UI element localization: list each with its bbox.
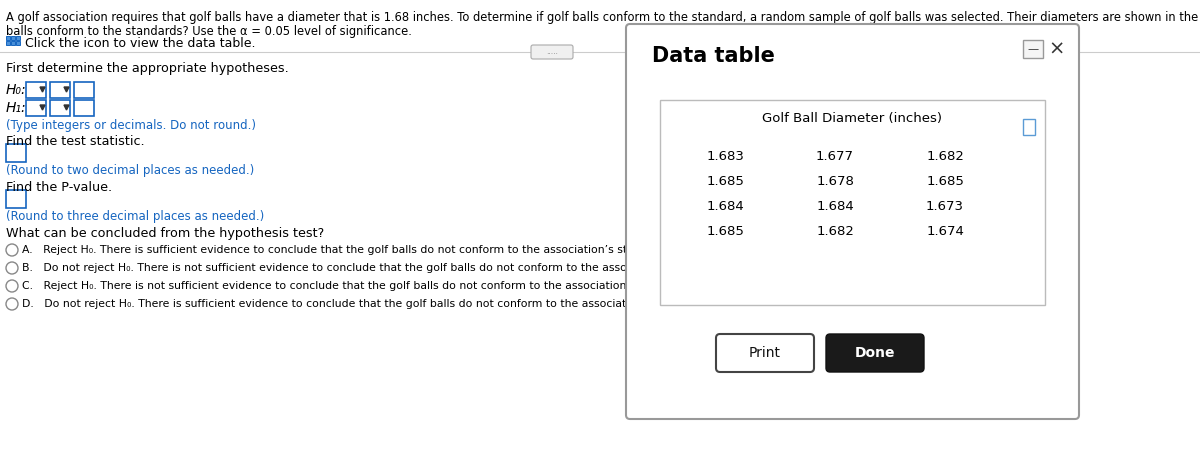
Text: Data table: Data table xyxy=(652,46,775,66)
FancyBboxPatch shape xyxy=(50,100,70,116)
FancyBboxPatch shape xyxy=(6,41,10,45)
Text: B.   Do not reject H₀. There is not sufficient evidence to conclude that the gol: B. Do not reject H₀. There is not suffic… xyxy=(22,263,931,273)
Text: 1.685: 1.685 xyxy=(706,175,744,188)
Text: 1.685: 1.685 xyxy=(926,175,964,188)
Text: Golf Ball Diameter (inches): Golf Ball Diameter (inches) xyxy=(762,112,942,125)
Text: 1.682: 1.682 xyxy=(816,225,854,238)
Text: First determine the appropriate hypotheses.: First determine the appropriate hypothes… xyxy=(6,62,289,75)
FancyBboxPatch shape xyxy=(6,144,26,162)
FancyBboxPatch shape xyxy=(74,100,94,116)
Text: 1.684: 1.684 xyxy=(816,200,854,213)
Text: (Type integers or decimals. Do not round.): (Type integers or decimals. Do not round… xyxy=(6,119,256,132)
FancyBboxPatch shape xyxy=(50,82,70,98)
Text: (Round to three decimal places as needed.): (Round to three decimal places as needed… xyxy=(6,210,264,223)
FancyBboxPatch shape xyxy=(826,334,924,372)
Text: Find the P-value.: Find the P-value. xyxy=(6,181,112,194)
FancyBboxPatch shape xyxy=(74,82,94,98)
Text: What can be concluded from the hypothesis test?: What can be concluded from the hypothesi… xyxy=(6,227,324,240)
Text: 1.673: 1.673 xyxy=(926,200,964,213)
FancyBboxPatch shape xyxy=(530,45,574,59)
FancyBboxPatch shape xyxy=(26,100,46,116)
Text: A.   Reject H₀. There is sufficient evidence to conclude that the golf balls do : A. Reject H₀. There is sufficient eviden… xyxy=(22,245,874,255)
FancyBboxPatch shape xyxy=(6,190,26,208)
FancyBboxPatch shape xyxy=(26,82,46,98)
Polygon shape xyxy=(40,105,46,110)
Polygon shape xyxy=(64,87,70,92)
Text: A golf association requires that golf balls have a diameter that is 1.68 inches.: A golf association requires that golf ba… xyxy=(6,11,1200,24)
Text: (Round to two decimal places as needed.): (Round to two decimal places as needed.) xyxy=(6,164,254,177)
FancyBboxPatch shape xyxy=(660,100,1045,305)
Text: Print: Print xyxy=(749,346,781,360)
Text: 1.683: 1.683 xyxy=(706,150,744,163)
Text: 1.677: 1.677 xyxy=(816,150,854,163)
Text: Find the test statistic.: Find the test statistic. xyxy=(6,135,145,148)
FancyBboxPatch shape xyxy=(16,36,20,40)
Text: C.   Reject H₀. There is not sufficient evidence to conclude that the golf balls: C. Reject H₀. There is not sufficient ev… xyxy=(22,281,895,291)
Text: D.   Do not reject H₀. There is sufficient evidence to conclude that the golf ba: D. Do not reject H₀. There is sufficient… xyxy=(22,299,911,309)
Text: 1.678: 1.678 xyxy=(816,175,854,188)
Text: H₁:: H₁: xyxy=(6,101,26,115)
FancyBboxPatch shape xyxy=(16,41,20,45)
FancyBboxPatch shape xyxy=(11,41,14,45)
Text: H₀:: H₀: xyxy=(6,83,26,97)
Text: balls conform to the standards? Use the α = 0.05 level of significance.: balls conform to the standards? Use the … xyxy=(6,25,412,38)
Text: —: — xyxy=(1027,44,1038,54)
FancyBboxPatch shape xyxy=(6,36,10,40)
Polygon shape xyxy=(40,87,46,92)
FancyBboxPatch shape xyxy=(716,334,814,372)
FancyBboxPatch shape xyxy=(1022,40,1043,58)
Text: ×: × xyxy=(1049,40,1066,59)
Text: 1.684: 1.684 xyxy=(706,200,744,213)
Text: Click the icon to view the data table.: Click the icon to view the data table. xyxy=(25,37,256,50)
Text: .....: ..... xyxy=(546,47,558,56)
Text: Done: Done xyxy=(854,346,895,360)
Text: 1.685: 1.685 xyxy=(706,225,744,238)
FancyBboxPatch shape xyxy=(626,24,1079,419)
Text: 1.682: 1.682 xyxy=(926,150,964,163)
Text: 1.674: 1.674 xyxy=(926,225,964,238)
FancyBboxPatch shape xyxy=(1022,119,1034,135)
FancyBboxPatch shape xyxy=(11,36,14,40)
Polygon shape xyxy=(64,105,70,110)
